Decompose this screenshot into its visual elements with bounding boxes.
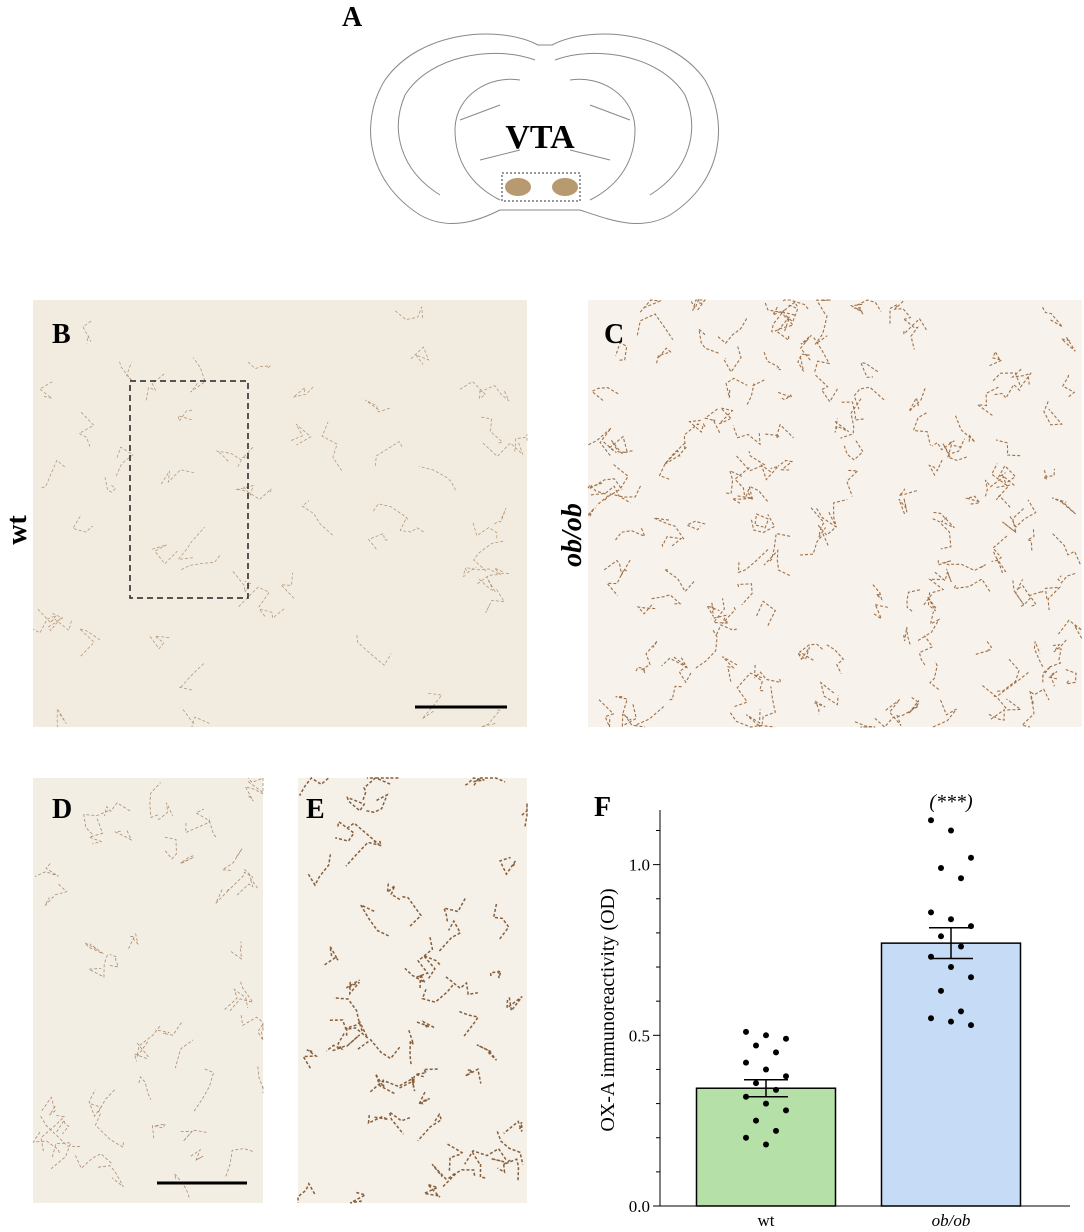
x-tick-label: ob/ob xyxy=(932,1211,971,1230)
panel-label: D xyxy=(52,794,72,825)
y-axis-label: OX-A immunoreactivity (OD) xyxy=(597,888,619,1131)
data-point xyxy=(968,1022,974,1029)
data-point xyxy=(958,875,964,882)
data-point xyxy=(938,865,944,872)
y-tick-label: 0.0 xyxy=(629,1197,650,1216)
data-point xyxy=(948,964,954,971)
fiber xyxy=(297,777,528,1204)
data-point xyxy=(743,1028,749,1035)
data-point xyxy=(743,1059,749,1066)
data-point xyxy=(938,933,944,940)
diagram-label: VTA xyxy=(505,119,575,156)
error-bar xyxy=(744,1078,788,1098)
data-point xyxy=(773,1049,779,1056)
fiber xyxy=(32,777,264,1200)
panel-label: A xyxy=(342,2,363,33)
data-point xyxy=(968,923,974,930)
panel-label: E xyxy=(306,794,325,825)
data-point xyxy=(968,974,974,981)
panel-label: C xyxy=(604,319,624,350)
data-point xyxy=(783,1107,789,1114)
data-point xyxy=(783,1073,789,1080)
data-point xyxy=(968,854,974,861)
fiber xyxy=(32,306,528,728)
data-point xyxy=(948,1018,954,1025)
bar xyxy=(880,942,1022,1207)
micrograph xyxy=(588,300,1082,727)
x-tick-label: wt xyxy=(758,1211,775,1230)
data-point xyxy=(763,1032,769,1039)
panel-label: F xyxy=(594,792,611,823)
data-point xyxy=(753,1117,759,1124)
vta-region xyxy=(505,178,531,196)
data-point xyxy=(938,987,944,994)
data-point xyxy=(773,1127,779,1134)
data-point xyxy=(773,1086,779,1093)
data-point xyxy=(958,1008,964,1015)
data-point xyxy=(753,1080,759,1087)
error-bar xyxy=(929,927,973,960)
brain-diagram xyxy=(370,33,720,224)
significance: (***) xyxy=(929,791,973,813)
y-tick-label: 0.5 xyxy=(629,1026,650,1045)
data-point xyxy=(928,1015,934,1022)
data-point xyxy=(958,943,964,950)
micrograph xyxy=(33,778,263,1203)
zoom-box xyxy=(129,380,249,599)
micrograph xyxy=(298,778,527,1203)
vta-region xyxy=(552,178,578,196)
row-label: wt xyxy=(2,515,33,545)
panel-label: B xyxy=(52,319,71,350)
data-point xyxy=(948,827,954,834)
data-point xyxy=(928,953,934,960)
data-point xyxy=(928,909,934,916)
data-point xyxy=(763,1141,769,1148)
data-point xyxy=(743,1093,749,1100)
y-tick-label: 1.0 xyxy=(629,856,650,875)
micrograph xyxy=(33,300,527,727)
data-point xyxy=(948,916,954,923)
data-point xyxy=(783,1035,789,1042)
data-point xyxy=(928,817,934,824)
fiber xyxy=(586,298,1083,728)
data-point xyxy=(763,1066,769,1073)
data-point xyxy=(763,1100,769,1107)
row-label: ob/ob xyxy=(557,503,588,567)
data-point xyxy=(743,1134,749,1141)
data-point xyxy=(753,1042,759,1049)
